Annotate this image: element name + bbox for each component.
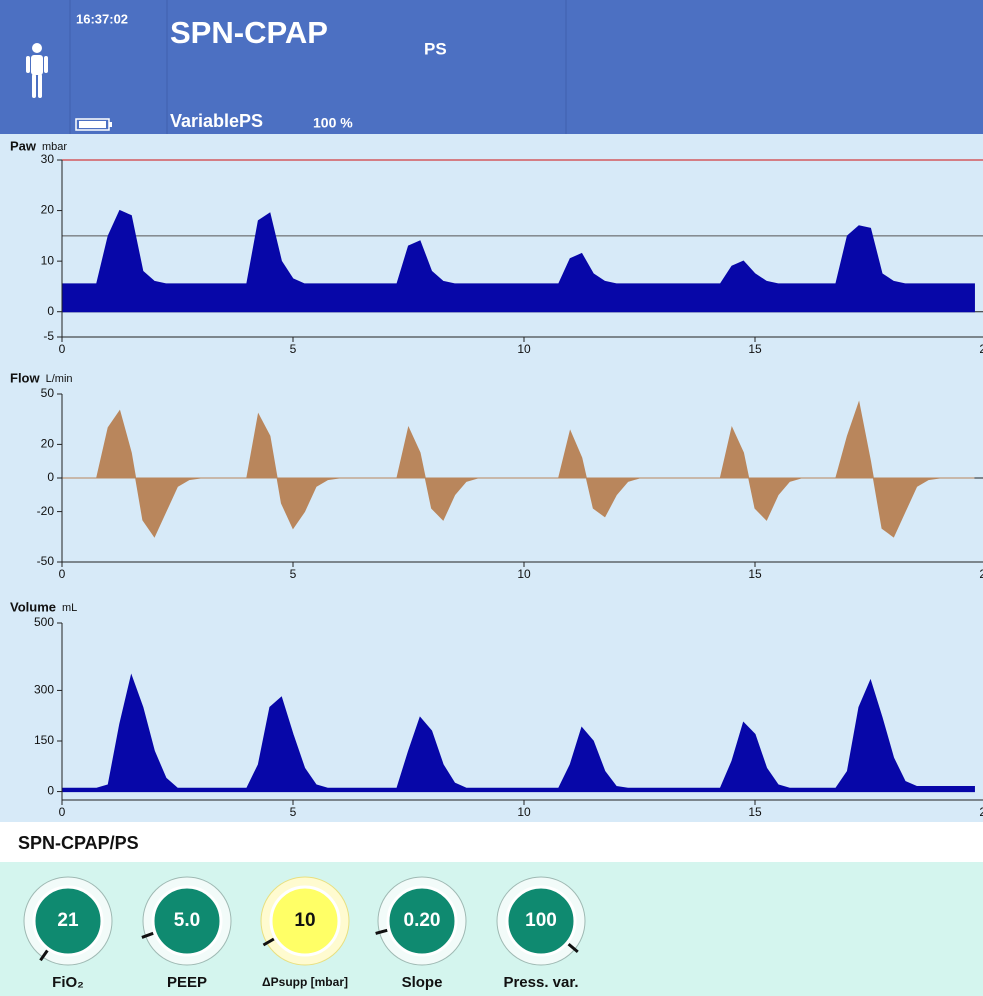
chart-title: Paw: [10, 138, 37, 153]
mode-bar: [0, 822, 983, 862]
x-tick-label: 20: [979, 805, 983, 819]
knob-value: 21: [57, 910, 79, 931]
knobs: 21 FiO₂ 5.0 PEEP 10 ΔPsupp [mbar] 0.20 Slope 100…: [23, 876, 586, 991]
knob[interactable]: [386, 885, 458, 957]
knob[interactable]: [505, 885, 577, 957]
option: VariablePS: [170, 111, 263, 131]
x-tick-label: 5: [290, 567, 297, 581]
patient-icon: [26, 43, 48, 98]
waveform-area: [61, 209, 975, 313]
submode: PS: [424, 39, 447, 58]
knob-label: Slope: [402, 974, 443, 991]
knob[interactable]: [32, 885, 104, 957]
knob-value: 0.20: [404, 910, 441, 931]
y-tick-label: -20: [37, 504, 55, 518]
x-tick-label: 0: [59, 342, 66, 356]
unit-label: L/min: [46, 373, 73, 385]
knob-pointer: [262, 937, 275, 947]
y-tick-label: -50: [37, 554, 55, 568]
knob-pointer: [141, 931, 154, 939]
knob-pointer: [39, 949, 49, 962]
x-tick-label: 10: [517, 342, 531, 356]
battery-icon: [75, 118, 112, 131]
x-tick-label: 15: [748, 342, 762, 356]
knob-pointer: [567, 942, 579, 954]
y-tick-label: 10: [41, 253, 55, 267]
y-tick-label: 30: [41, 152, 55, 166]
unit-label: mbar: [42, 141, 67, 153]
knob-label: FiO₂: [52, 974, 84, 991]
x-tick-label: 20: [979, 342, 983, 356]
chart-title: Volume: [10, 599, 56, 614]
knob-pointer: [375, 928, 388, 935]
x-tick-label: 0: [59, 567, 66, 581]
clock: 16:37:02: [76, 11, 128, 26]
y-tick-label: -5: [43, 329, 54, 343]
y-tick-label: 20: [41, 203, 55, 217]
knob-label: Press. var.: [503, 974, 578, 991]
knob-label: PEEP: [167, 974, 207, 991]
y-tick-label: 0: [47, 784, 54, 798]
x-tick-label: 15: [748, 805, 762, 819]
x-tick-label: 20: [979, 567, 983, 581]
knob-value: 100: [525, 910, 557, 931]
waveform-area: [61, 673, 975, 793]
x-tick-label: 0: [59, 805, 66, 819]
mode-title: SPN-CPAP/PS: [18, 833, 139, 853]
knob-value: 5.0: [174, 910, 200, 931]
y-tick-label: 500: [34, 615, 54, 629]
knob-label: ΔPsupp [mbar]: [262, 975, 348, 989]
mode: SPN-CPAP: [170, 15, 328, 50]
y-tick-label: 0: [47, 304, 54, 318]
waveform-area: [62, 400, 975, 538]
y-tick-label: 20: [41, 437, 55, 451]
y-tick-label: 300: [34, 683, 54, 697]
x-tick-label: 5: [290, 342, 297, 356]
option-value: 100 %: [313, 115, 353, 131]
knob[interactable]: [151, 885, 223, 957]
knob-value: 10: [294, 910, 315, 931]
y-tick-label: 50: [41, 386, 55, 400]
header-bar: [0, 0, 983, 134]
y-tick-label: 150: [34, 733, 54, 747]
x-tick-label: 5: [290, 805, 297, 819]
y-tick-label: 0: [47, 470, 54, 484]
knob[interactable]: [269, 885, 341, 957]
chart-title: Flow: [10, 370, 40, 385]
x-tick-label: 15: [748, 567, 762, 581]
x-tick-label: 10: [517, 805, 531, 819]
unit-label: mL: [62, 602, 77, 614]
charts: Pawmbar-5010203005101520FlowL/min-50-200…: [10, 138, 983, 819]
x-tick-label: 10: [517, 567, 531, 581]
